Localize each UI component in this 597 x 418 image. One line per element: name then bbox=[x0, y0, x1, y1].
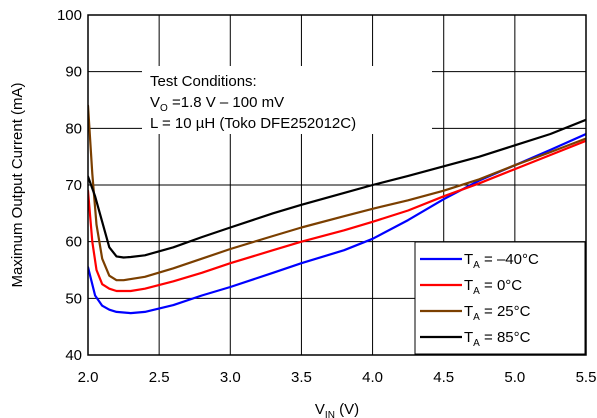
y-tick-label: 90 bbox=[65, 64, 82, 81]
legend-label-sub: A bbox=[473, 312, 480, 323]
legend-label-main: T bbox=[464, 251, 473, 268]
y-axis-label: Maximum Output Current (mA) bbox=[9, 82, 26, 287]
x-axis-label-unit: (V) bbox=[335, 401, 359, 418]
annotation-line-1: Test Conditions: bbox=[150, 73, 257, 90]
legend-label-1: TA = 0°C bbox=[464, 277, 522, 297]
annotation-line-3: L = 10 µH (Toko DFE252012C) bbox=[150, 115, 356, 132]
x-tick-labels: 2.0 2.5 3.0 3.5 4.0 4.5 5.0 5.5 bbox=[78, 369, 597, 386]
y-tick-label: 80 bbox=[65, 120, 82, 137]
annotation-line-2: VO =1.8 V – 100 mV bbox=[150, 94, 284, 114]
legend-label-main: T bbox=[464, 277, 473, 294]
x-tick-label: 5.5 bbox=[576, 369, 597, 386]
x-tick-label: 5.0 bbox=[504, 369, 525, 386]
legend: TA = –40°CTA = 0°CTA = 25°CTA = 85°C bbox=[414, 241, 586, 355]
legend-label-rest: = 0°C bbox=[480, 277, 522, 294]
plot-frame bbox=[87, 14, 587, 356]
legend-label-3: TA = 85°C bbox=[464, 329, 531, 349]
x-tick-label: 4.5 bbox=[433, 369, 454, 386]
series-lines bbox=[88, 104, 586, 315]
annotation-line-2-main: V bbox=[150, 94, 160, 111]
y-tick-label: 40 bbox=[65, 347, 82, 364]
y-tick-label: 70 bbox=[65, 177, 82, 194]
x-tick-label: 2.0 bbox=[78, 369, 99, 386]
y-tick-label: 50 bbox=[65, 290, 82, 307]
y-tick-label: 100 bbox=[57, 7, 82, 24]
legend-label-0: TA = –40°C bbox=[464, 251, 539, 271]
annotation-background bbox=[142, 66, 432, 134]
annotation-line-2-rest: =1.8 V – 100 mV bbox=[168, 94, 284, 111]
legend-label-rest: = 85°C bbox=[480, 329, 531, 346]
legend-label-sub: A bbox=[473, 260, 480, 271]
legend-label-sub: A bbox=[473, 338, 480, 349]
legend-label-sub: A bbox=[473, 286, 480, 297]
y-tick-labels: 40 50 60 70 80 90 100 bbox=[57, 7, 82, 364]
x-tick-label: 2.5 bbox=[149, 369, 170, 386]
legend-label-main: T bbox=[464, 303, 473, 320]
annotation-line-2-sub: O bbox=[160, 103, 168, 114]
x-tick-label: 3.5 bbox=[291, 369, 312, 386]
series-line-2 bbox=[88, 104, 586, 282]
legend-box bbox=[414, 241, 586, 355]
legend-label-rest: = –40°C bbox=[480, 251, 539, 268]
legend-label-rest: = 25°C bbox=[480, 303, 531, 320]
test-conditions-annotation: Test Conditions: VO =1.8 V – 100 mV L = … bbox=[142, 66, 432, 134]
x-axis-label-main: V bbox=[315, 401, 325, 418]
series-line-0 bbox=[88, 132, 586, 315]
legend-label-2: TA = 25°C bbox=[464, 303, 531, 323]
series-line-3 bbox=[88, 118, 586, 259]
x-tick-label: 4.0 bbox=[362, 369, 383, 386]
x-axis-label: VIN (V) bbox=[315, 401, 359, 418]
x-tick-label: 3.0 bbox=[220, 369, 241, 386]
legend-label-main: T bbox=[464, 329, 473, 346]
y-tick-label: 60 bbox=[65, 234, 82, 251]
x-axis-label-sub: IN bbox=[325, 410, 335, 418]
series-line-1 bbox=[88, 139, 586, 293]
